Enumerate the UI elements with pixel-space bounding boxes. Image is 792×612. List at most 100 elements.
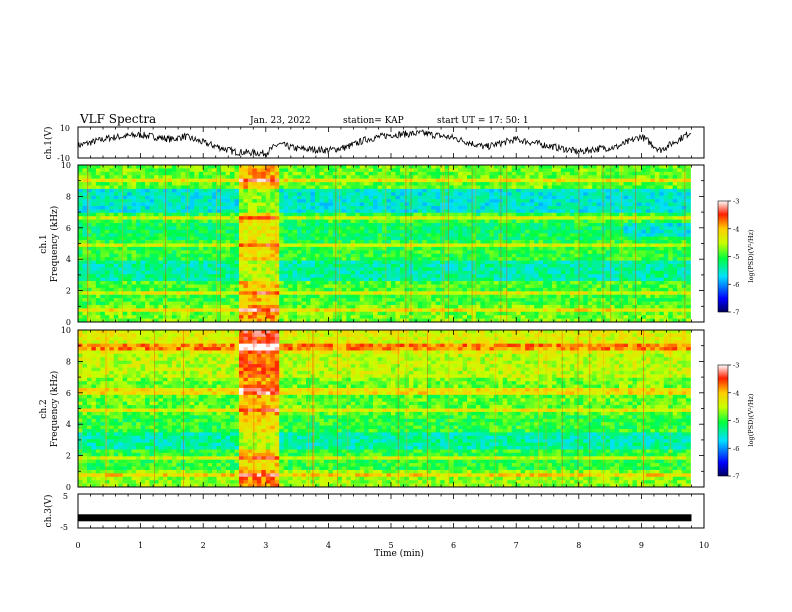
spectrogram-cell <box>265 246 271 251</box>
spectrogram-cell <box>297 301 302 306</box>
spectrogram-cell <box>189 298 195 302</box>
spectrogram-cell <box>230 188 235 193</box>
spectrogram-cell <box>167 270 173 275</box>
spectrogram-cell <box>230 212 235 217</box>
spectrogram-cell <box>131 260 137 265</box>
spectrogram-cell <box>341 301 347 306</box>
spectrogram-cell <box>225 243 231 248</box>
spectrogram-cell <box>113 311 119 316</box>
spectrogram-cell <box>444 223 450 227</box>
spectrogram-cell <box>426 298 432 302</box>
spectrogram-cell <box>368 209 374 214</box>
spectrogram-cell <box>198 185 204 190</box>
spectrogram-cell <box>216 171 222 176</box>
spectrogram-cell <box>323 304 329 309</box>
spectrogram-cell <box>230 168 235 173</box>
spectrogram-cell <box>382 205 387 210</box>
spectrogram-cell <box>453 291 459 295</box>
spectrogram-cell <box>364 192 369 197</box>
spectrogram-cell <box>189 192 195 197</box>
spectrogram-cell <box>373 233 378 237</box>
ch1-waveform-panel: 10 -10 ch.1(V) <box>43 124 705 163</box>
spectrogram-cell <box>189 165 195 169</box>
spectrogram-cell <box>234 212 240 217</box>
spectrogram-cell <box>225 240 231 244</box>
spectrogram-cell <box>314 219 320 224</box>
spectrogram-cell <box>136 192 141 197</box>
spectrogram-cell <box>86 205 92 210</box>
spectrogram-cell <box>109 216 115 220</box>
spectrogram-cell <box>359 202 365 207</box>
spectrogram-cell <box>507 185 513 190</box>
spectrogram-cell <box>426 294 432 299</box>
spectrogram-cell <box>529 209 535 214</box>
spectrogram-cell <box>270 192 276 197</box>
spectrogram-cell <box>462 209 468 214</box>
spectrogram-cell <box>279 240 284 244</box>
spectrogram-cell <box>113 212 119 217</box>
spectrogram-cell <box>145 308 150 313</box>
spectrogram-cell <box>319 168 325 173</box>
spectrogram-cell <box>426 209 432 214</box>
spectrogram-cell <box>525 257 530 261</box>
spectrogram-cell <box>507 291 513 295</box>
spectrogram-cell <box>113 287 119 292</box>
spectrogram-cell <box>382 216 387 220</box>
spectrogram-cell <box>556 188 562 193</box>
spectrogram-cell <box>234 243 240 248</box>
spectrogram-cell <box>399 298 405 302</box>
spectrogram-cell <box>109 281 115 285</box>
spectrogram-cell <box>243 165 249 169</box>
spectrogram-cell <box>292 243 298 248</box>
spectrogram-cell <box>525 301 530 306</box>
spectrogram-cell <box>301 192 307 197</box>
spectrogram-cell <box>449 219 454 224</box>
spectrogram-cell <box>167 233 173 237</box>
spectrogram-cell <box>328 263 334 268</box>
spectrogram-cell <box>493 304 499 309</box>
spectrogram-cell <box>404 253 410 258</box>
spectrogram-cell <box>543 267 548 272</box>
spectrogram-cell <box>319 223 325 227</box>
spectrogram-cell <box>136 233 141 237</box>
spectrogram-cell <box>471 243 477 248</box>
spectrogram-cell <box>95 168 101 173</box>
spectrogram-cell <box>395 281 401 285</box>
spectrogram-cell <box>323 223 329 227</box>
spectrogram-cell <box>377 304 383 309</box>
spectrogram-cell <box>118 188 124 193</box>
spectrogram-cell <box>475 219 481 224</box>
spectrogram-cell <box>525 199 530 203</box>
spectrogram-cell <box>341 223 347 227</box>
spectrogram-cell <box>377 308 383 313</box>
spectrogram-cell <box>493 182 499 186</box>
spectrogram-cell <box>475 287 481 292</box>
spectrogram-cell <box>212 257 217 261</box>
spectrogram-cell <box>95 246 101 251</box>
spectrogram-cell <box>95 284 101 289</box>
spectrogram-cell <box>480 291 486 295</box>
spectrogram-cell <box>113 168 119 173</box>
spectrogram-cell <box>113 304 119 309</box>
spectrogram-cell <box>145 260 150 265</box>
spectrogram-cell <box>395 168 401 173</box>
spectrogram-cell <box>288 281 293 285</box>
spectrogram-cell <box>368 263 374 268</box>
spectrogram-cell <box>78 165 83 169</box>
spectrogram-cell <box>118 226 124 231</box>
spectrogram-cell <box>95 233 101 237</box>
spectrogram-cell <box>355 165 360 169</box>
spectrogram-cell <box>332 294 338 299</box>
spectrogram-cell <box>507 226 513 231</box>
spectrogram-cell <box>82 229 88 234</box>
spectrogram-cell <box>78 209 83 214</box>
spectrogram-cell <box>484 277 490 282</box>
spectrogram-cell <box>377 195 383 200</box>
spectrogram-cell <box>458 178 463 183</box>
ch1-waveform-line <box>77 129 692 158</box>
spectrogram-cell <box>417 205 423 210</box>
spectrogram-cell <box>104 284 110 289</box>
spectrogram-cell <box>180 304 186 309</box>
spectrogram-cell <box>167 250 173 255</box>
spectrogram-cell <box>176 257 182 261</box>
